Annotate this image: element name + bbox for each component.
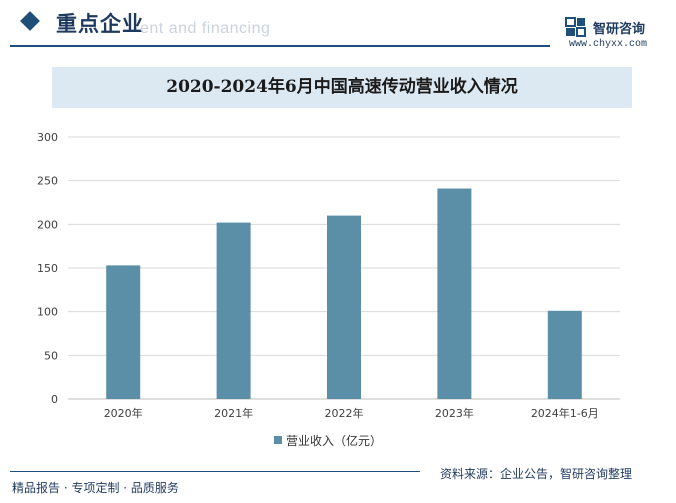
chyxx-logo-icon — [565, 17, 586, 37]
header-divider — [10, 45, 550, 47]
chart-title-bar: 2020-2024年6月中国高速传动营业收入情况 — [52, 67, 632, 108]
y-tick-label: 0 — [51, 393, 58, 406]
bars — [106, 188, 582, 399]
legend-swatch — [274, 436, 282, 444]
legend-label: 营业收入（亿元） — [286, 433, 382, 448]
y-tick-label: 150 — [37, 262, 58, 275]
y-tick-label: 300 — [37, 131, 58, 144]
x-tick-label: 2020年 — [104, 406, 143, 420]
legend: 营业收入（亿元） — [274, 433, 382, 448]
chart-title: 2020-2024年6月中国高速传动营业收入情况 — [166, 77, 518, 97]
bar — [106, 265, 141, 399]
y-tick-label: 200 — [37, 218, 58, 231]
footer-slogan: 精品报告 · 专项定制 · 品质服务 — [12, 481, 179, 495]
bar — [437, 188, 472, 399]
section-watermark-text: ent and financing — [140, 20, 271, 37]
footer-divider — [10, 471, 420, 472]
brand-name: 智研咨询 — [593, 22, 646, 37]
x-tick-label: 2024年1-6月 — [531, 406, 599, 420]
y-tick-label: 50 — [44, 349, 58, 362]
header: 重点企业 ent and financing 智研咨询 www.chyxx.co… — [0, 0, 676, 58]
x-tick-label: 2022年 — [325, 406, 364, 420]
y-tick-label: 250 — [37, 175, 58, 188]
diamond-icon — [20, 11, 40, 31]
bar — [216, 222, 251, 399]
x-tick-label: 2021年 — [214, 406, 253, 420]
bar-chart: 2020年 2021年 2022年 2023年 2024年1-6月 0 50 100 150 2… — [37, 131, 620, 448]
brand: 智研咨询 www.chyxx.com — [565, 14, 670, 54]
brand-url: www.chyxx.com — [569, 39, 648, 50]
bar — [547, 310, 582, 399]
section-title: 重点企业 — [56, 12, 144, 36]
y-tick-label: 100 — [37, 306, 58, 319]
bar — [327, 215, 361, 399]
x-tick-labels: 2020年 2021年 2022年 2023年 2024年1-6月 — [104, 406, 599, 420]
footer-source: 资料来源：企业公告，智研咨询整理 — [440, 467, 633, 481]
x-tick-label: 2023年 — [435, 406, 474, 420]
y-tick-labels: 0 50 100 150 200 250 300 — [37, 131, 58, 406]
